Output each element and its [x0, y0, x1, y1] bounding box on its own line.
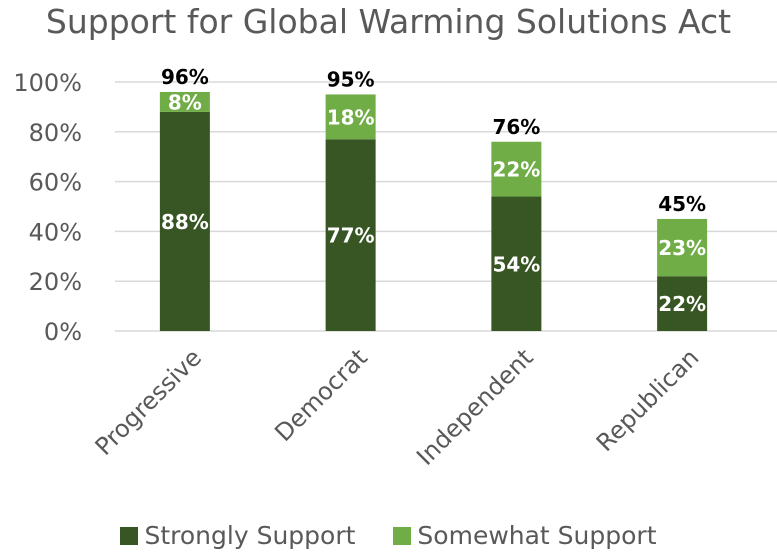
x-tick-label-progressive: Progressive	[90, 343, 207, 460]
legend-item-strongly-support: Strongly Support	[120, 521, 355, 550]
plot-area: 0% 20% 40% 60% 80% 100% 88% 8%96% Progressive 77%…	[13, 65, 777, 471]
data-label-strongly-support-progressive: 88%	[161, 210, 209, 234]
bar-somewhat-support-republican	[657, 218, 708, 277]
legend-swatch-somewhat-support	[393, 526, 412, 545]
total-label-republican: 45%	[658, 192, 706, 216]
x-tick-label-republican: Republican	[591, 343, 704, 456]
data-label-strongly-support-democrat: 77%	[327, 224, 375, 248]
y-tick-label-100: 100%	[13, 69, 82, 97]
legend-label-somewhat-support: Somewhat Support	[417, 521, 657, 550]
y-tick-label-20: 20%	[29, 268, 82, 296]
y-tick-label-0: 0%	[44, 318, 82, 346]
chart-title: Support for Global Warming Solutions Act	[45, 2, 732, 41]
bar-strongly-support-republican	[657, 276, 708, 331]
data-label-somewhat-support-independent: 22%	[492, 158, 540, 182]
y-tick-label-60: 60%	[29, 169, 82, 197]
bar-strongly-support-independent	[491, 196, 542, 331]
data-label-somewhat-support-democrat: 18%	[327, 105, 375, 129]
y-tick-label-40: 40%	[29, 218, 82, 246]
bar-strongly-support-democrat	[325, 139, 376, 331]
data-label-strongly-support-republican: 22%	[658, 292, 706, 316]
bar-strongly-support-progressive	[159, 111, 210, 331]
x-tick-label-independent: Independent	[411, 343, 538, 470]
total-label-progressive: 96%	[161, 65, 209, 89]
data-label-strongly-support-independent: 54%	[492, 252, 540, 276]
x-tick-label-democrat: Democrat	[269, 343, 373, 447]
legend: Strongly Support Somewhat Support	[0, 521, 777, 550]
bar-somewhat-support-democrat	[325, 94, 376, 140]
legend-swatch-strongly-support	[120, 526, 139, 545]
y-tick-label-80: 80%	[29, 119, 82, 147]
data-label-somewhat-support-progressive: 8%	[168, 90, 202, 114]
legend-label-strongly-support: Strongly Support	[144, 521, 356, 550]
total-label-independent: 76%	[492, 115, 540, 139]
total-label-democrat: 95%	[327, 67, 375, 91]
data-label-somewhat-support-republican: 23%	[658, 236, 706, 260]
bar-somewhat-support-progressive	[159, 91, 210, 112]
bar-somewhat-support-independent	[491, 141, 542, 197]
legend-item-somewhat-support: Somewhat Support	[393, 521, 657, 550]
